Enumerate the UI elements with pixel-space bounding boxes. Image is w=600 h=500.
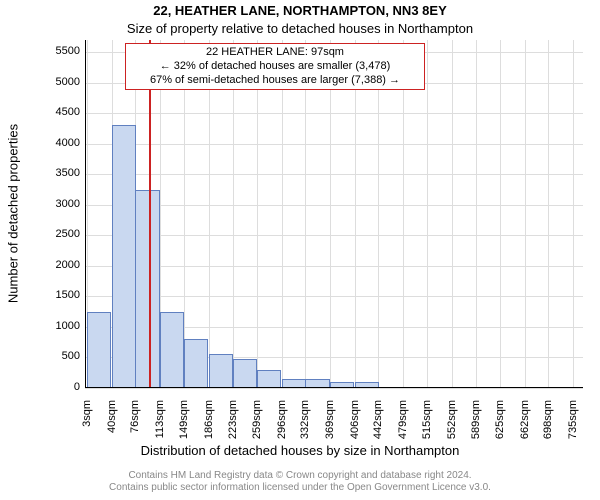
x-tick-label: 296sqm xyxy=(276,400,288,450)
y-tick-label: 4000 xyxy=(40,137,80,149)
plot-area xyxy=(85,40,583,388)
x-tick-label: 186sqm xyxy=(203,400,215,450)
y-axis-label: Number of detached properties xyxy=(6,114,21,314)
gridline-vertical xyxy=(573,40,574,388)
x-tick-label: 625sqm xyxy=(494,400,506,450)
gridline-vertical xyxy=(355,40,356,388)
y-tick-label: 2500 xyxy=(40,228,80,240)
x-axis-line xyxy=(85,387,583,388)
x-tick-label: 406sqm xyxy=(349,400,361,450)
x-tick-label: 3sqm xyxy=(81,400,93,450)
y-tick-label: 1000 xyxy=(40,320,80,332)
histogram-bar xyxy=(257,370,281,388)
gridline-vertical xyxy=(233,40,234,388)
footer-attribution: Contains HM Land Registry data © Crown c… xyxy=(0,470,600,494)
x-tick-label: 589sqm xyxy=(470,400,482,450)
gridline-vertical xyxy=(525,40,526,388)
y-tick-label: 0 xyxy=(40,381,80,393)
gridline-vertical xyxy=(209,40,210,388)
histogram-bar xyxy=(112,125,136,388)
gridline-vertical xyxy=(257,40,258,388)
gridline-horizontal xyxy=(85,388,583,389)
y-tick-label: 2000 xyxy=(40,259,80,271)
footer-line-1: Contains HM Land Registry data © Crown c… xyxy=(0,470,600,482)
gridline-vertical xyxy=(500,40,501,388)
x-tick-label: 40sqm xyxy=(106,400,118,450)
annotation-line-1: 22 HEATHER LANE: 97sqm xyxy=(130,46,420,60)
histogram-bar xyxy=(87,312,111,388)
x-tick-label: 259sqm xyxy=(251,400,263,450)
gridline-vertical xyxy=(548,40,549,388)
reference-marker-line xyxy=(149,40,151,388)
gridline-vertical xyxy=(282,40,283,388)
histogram-bar xyxy=(160,312,184,388)
x-tick-label: 149sqm xyxy=(178,400,190,450)
x-tick-label: 515sqm xyxy=(421,400,433,450)
footer-line-2: Contains public sector information licen… xyxy=(0,482,600,494)
histogram-bar xyxy=(135,190,159,388)
x-tick-label: 662sqm xyxy=(519,400,531,450)
annotation-line-3: 67% of semi-detached houses are larger (… xyxy=(130,74,420,88)
y-tick-label: 4500 xyxy=(40,106,80,118)
x-tick-label: 698sqm xyxy=(542,400,554,450)
y-tick-label: 1500 xyxy=(40,289,80,301)
y-tick-label: 5000 xyxy=(40,76,80,88)
gridline-vertical xyxy=(378,40,379,388)
y-tick-label: 5500 xyxy=(40,45,80,57)
histogram-bar xyxy=(184,339,208,388)
x-tick-label: 76sqm xyxy=(129,400,141,450)
y-tick-label: 3500 xyxy=(40,167,80,179)
gridline-vertical xyxy=(403,40,404,388)
x-tick-label: 223sqm xyxy=(227,400,239,450)
gridline-vertical xyxy=(476,40,477,388)
x-tick-label: 552sqm xyxy=(446,400,458,450)
chart-title-line1: 22, HEATHER LANE, NORTHAMPTON, NN3 8EY xyxy=(0,3,600,18)
y-tick-label: 3000 xyxy=(40,198,80,210)
histogram-bar xyxy=(209,354,233,388)
histogram-bar xyxy=(233,359,257,388)
chart-container: { "titles": { "line1": "22, HEATHER LANE… xyxy=(0,0,600,500)
gridline-vertical xyxy=(452,40,453,388)
x-tick-label: 369sqm xyxy=(324,400,336,450)
y-axis-line xyxy=(85,40,86,388)
x-tick-label: 479sqm xyxy=(397,400,409,450)
x-tick-label: 113sqm xyxy=(154,400,166,450)
annotation-box: 22 HEATHER LANE: 97sqm ← 32% of detached… xyxy=(125,43,425,90)
gridline-vertical xyxy=(305,40,306,388)
gridline-vertical xyxy=(427,40,428,388)
x-tick-label: 442sqm xyxy=(372,400,384,450)
x-tick-label: 735sqm xyxy=(567,400,579,450)
annotation-line-2: ← 32% of detached houses are smaller (3,… xyxy=(130,60,420,74)
gridline-vertical xyxy=(330,40,331,388)
y-tick-label: 500 xyxy=(40,350,80,362)
chart-title-line2: Size of property relative to detached ho… xyxy=(0,21,600,36)
x-tick-label: 332sqm xyxy=(299,400,311,450)
